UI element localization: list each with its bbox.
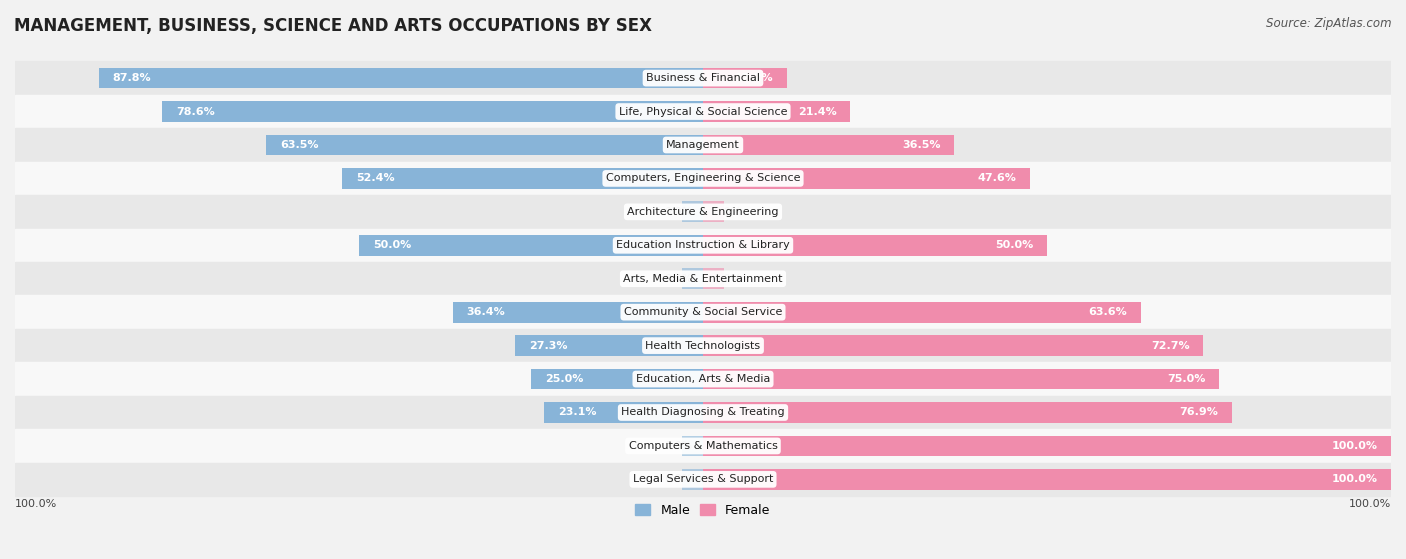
Text: 50.0%: 50.0% [995,240,1033,250]
Bar [15,229,1391,262]
Text: Health Technologists: Health Technologists [645,340,761,350]
Text: Education, Arts & Media: Education, Arts & Media [636,374,770,384]
Bar [703,302,1140,323]
Bar [703,435,1391,456]
Bar [682,268,703,289]
Bar [15,262,1391,296]
Text: 0.0%: 0.0% [713,274,741,284]
Bar [515,335,703,356]
Text: 100.0%: 100.0% [1331,475,1378,484]
Text: 0.0%: 0.0% [665,475,693,484]
Text: 0.0%: 0.0% [665,207,693,217]
Text: 76.9%: 76.9% [1180,408,1219,418]
Text: 100.0%: 100.0% [1348,499,1391,509]
Text: Arts, Media & Entertainment: Arts, Media & Entertainment [623,274,783,284]
Bar [703,268,724,289]
Bar [15,463,1391,496]
Text: 0.0%: 0.0% [665,274,693,284]
Bar [703,402,1232,423]
Bar [15,429,1391,463]
Bar [682,201,703,222]
Bar [453,302,703,323]
Text: 100.0%: 100.0% [15,499,58,509]
Bar [703,235,1047,255]
Bar [703,335,1204,356]
Bar [15,162,1391,195]
Text: 36.4%: 36.4% [467,307,505,317]
Bar [15,396,1391,429]
Bar [703,101,851,122]
Bar [531,369,703,390]
Bar [15,329,1391,362]
Bar [15,195,1391,229]
Legend: Male, Female: Male, Female [630,499,776,522]
Text: 87.8%: 87.8% [112,73,152,83]
Text: 25.0%: 25.0% [544,374,583,384]
Bar [703,135,955,155]
Text: 100.0%: 100.0% [1331,441,1378,451]
Bar [359,235,703,255]
Text: Computers, Engineering & Science: Computers, Engineering & Science [606,173,800,183]
Text: Architecture & Engineering: Architecture & Engineering [627,207,779,217]
Text: 63.6%: 63.6% [1088,307,1126,317]
Text: MANAGEMENT, BUSINESS, SCIENCE AND ARTS OCCUPATIONS BY SEX: MANAGEMENT, BUSINESS, SCIENCE AND ARTS O… [14,17,652,35]
Bar [266,135,703,155]
Text: 21.4%: 21.4% [797,107,837,116]
Text: 23.1%: 23.1% [558,408,596,418]
Text: Health Diagnosing & Treating: Health Diagnosing & Treating [621,408,785,418]
Text: 52.4%: 52.4% [356,173,395,183]
Text: 63.5%: 63.5% [280,140,318,150]
Text: 78.6%: 78.6% [176,107,215,116]
Bar [544,402,703,423]
Bar [703,201,724,222]
Text: Source: ZipAtlas.com: Source: ZipAtlas.com [1267,17,1392,30]
Bar [15,95,1391,128]
Text: Management: Management [666,140,740,150]
Text: Community & Social Service: Community & Social Service [624,307,782,317]
Text: Education Instruction & Library: Education Instruction & Library [616,240,790,250]
Text: 0.0%: 0.0% [713,207,741,217]
Text: 12.2%: 12.2% [734,73,773,83]
Text: 72.7%: 72.7% [1150,340,1189,350]
Bar [703,469,1391,490]
Bar [15,61,1391,95]
Bar [703,369,1219,390]
Bar [682,435,703,456]
Text: 50.0%: 50.0% [373,240,411,250]
Bar [15,296,1391,329]
Text: Business & Financial: Business & Financial [645,73,761,83]
Text: Life, Physical & Social Science: Life, Physical & Social Science [619,107,787,116]
Bar [98,68,703,88]
Text: 75.0%: 75.0% [1167,374,1205,384]
Text: 27.3%: 27.3% [529,340,568,350]
Bar [15,128,1391,162]
Bar [703,168,1031,189]
Bar [15,362,1391,396]
Bar [703,68,787,88]
Text: Computers & Mathematics: Computers & Mathematics [628,441,778,451]
Text: Legal Services & Support: Legal Services & Support [633,475,773,484]
Text: 36.5%: 36.5% [901,140,941,150]
Bar [343,168,703,189]
Text: 0.0%: 0.0% [665,441,693,451]
Bar [682,469,703,490]
Text: 47.6%: 47.6% [977,173,1017,183]
Bar [162,101,703,122]
